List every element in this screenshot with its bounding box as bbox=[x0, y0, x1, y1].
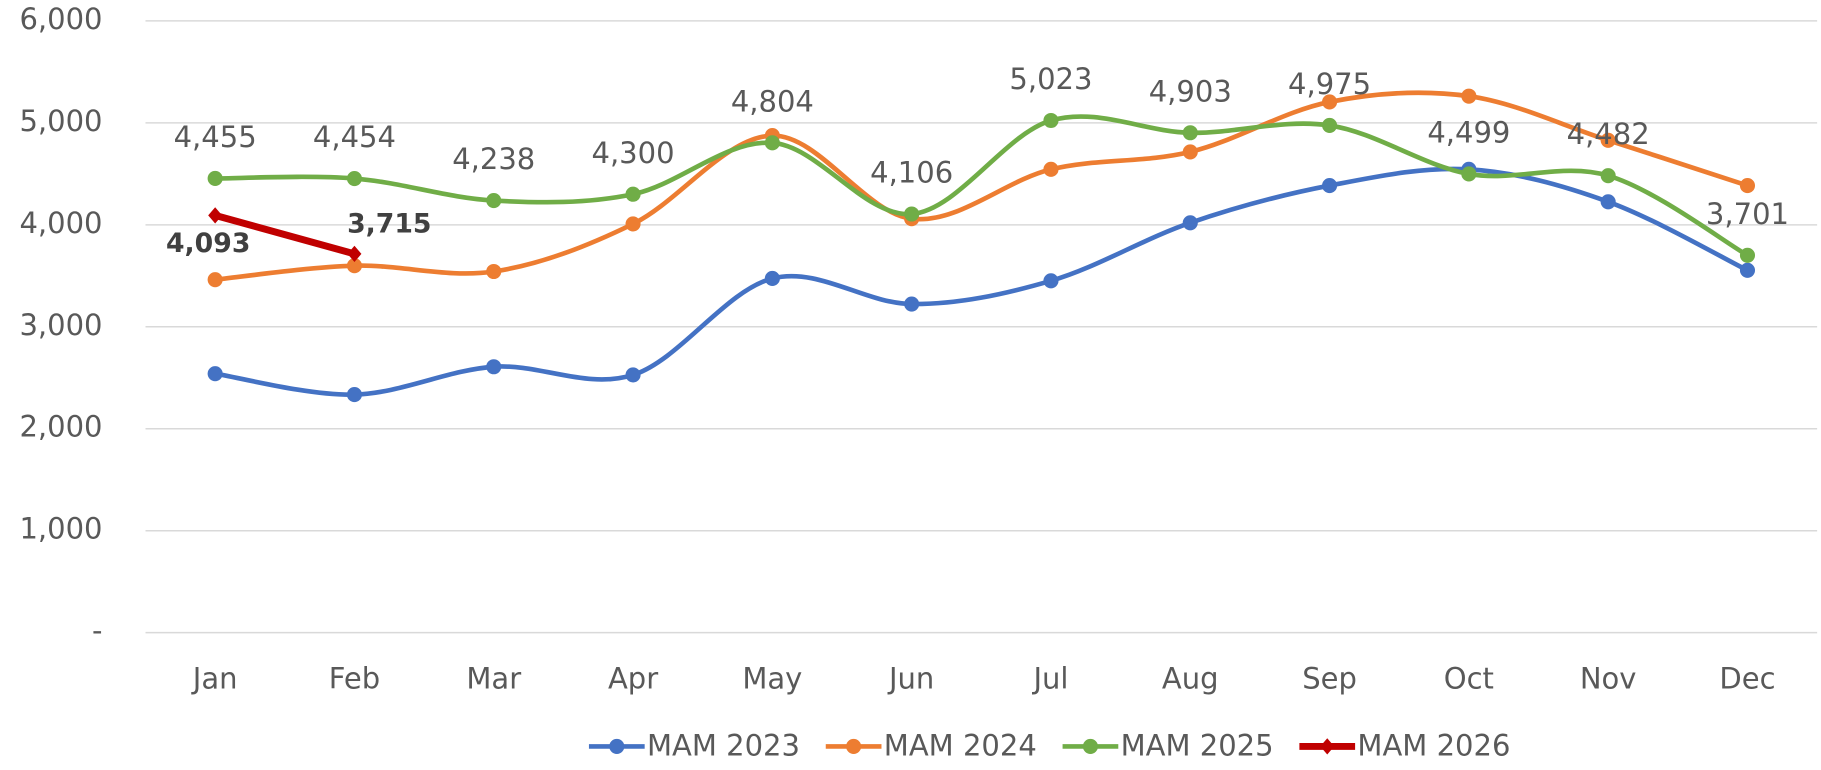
legend-item: MAM 2026 bbox=[1299, 729, 1510, 763]
legend-item: MAM 2024 bbox=[825, 729, 1037, 763]
marker bbox=[346, 170, 362, 187]
data-label: 4,300 bbox=[592, 136, 675, 170]
legend-label: MAM 2024 bbox=[884, 729, 1037, 763]
marker bbox=[846, 738, 862, 754]
marker bbox=[1600, 194, 1616, 210]
marker bbox=[764, 270, 780, 286]
legend-label: MAM 2023 bbox=[647, 729, 800, 763]
marker bbox=[1739, 178, 1756, 194]
marker bbox=[1182, 125, 1198, 141]
marker bbox=[1320, 738, 1335, 755]
legend-item: MAM 2025 bbox=[1062, 729, 1274, 763]
x-tick-label: Jan bbox=[191, 661, 238, 695]
data-label: 5,023 bbox=[1009, 62, 1092, 96]
x-tick-label: Aug bbox=[1162, 661, 1219, 695]
marker bbox=[1082, 738, 1098, 754]
data-label: 4,093 bbox=[166, 228, 250, 259]
marker bbox=[1043, 161, 1059, 177]
x-tick-label: Jul bbox=[1031, 661, 1068, 695]
marker bbox=[1322, 94, 1338, 110]
x-tick-label: Mar bbox=[466, 661, 521, 695]
series-line bbox=[211, 211, 358, 258]
y-tick-label: 1,000 bbox=[19, 512, 102, 546]
marker bbox=[904, 296, 920, 312]
x-tick-label: Feb bbox=[329, 661, 380, 695]
marker bbox=[625, 367, 641, 383]
marker bbox=[1600, 168, 1616, 184]
y-tick-label: 6,000 bbox=[19, 2, 102, 36]
marker bbox=[1322, 178, 1338, 194]
marker bbox=[625, 186, 641, 202]
marker bbox=[904, 206, 920, 222]
x-tick-label: Sep bbox=[1302, 661, 1357, 695]
marker bbox=[347, 245, 362, 263]
x-tick-label: Nov bbox=[1580, 661, 1637, 695]
data-label: 4,804 bbox=[731, 84, 814, 118]
marker bbox=[208, 207, 223, 224]
data-label: 4,975 bbox=[1288, 67, 1371, 101]
data-label: 4,499 bbox=[1427, 115, 1510, 149]
marker bbox=[1043, 273, 1059, 289]
y-tick-label: 5,000 bbox=[19, 104, 102, 138]
marker bbox=[486, 193, 502, 209]
marker bbox=[207, 366, 223, 382]
marker bbox=[609, 738, 625, 754]
marker bbox=[1182, 215, 1198, 231]
data-label: 3,701 bbox=[1706, 197, 1789, 231]
legend-label: MAM 2026 bbox=[1357, 729, 1510, 763]
marker bbox=[625, 216, 641, 232]
marker bbox=[1043, 112, 1059, 129]
marker bbox=[1461, 166, 1477, 182]
marker bbox=[486, 263, 502, 280]
marker bbox=[1739, 247, 1756, 263]
legend-item: MAM 2023 bbox=[588, 729, 800, 763]
data-label: 4,482 bbox=[1567, 117, 1650, 151]
x-tick-label: Jun bbox=[887, 661, 934, 695]
x-tick-label: Apr bbox=[608, 661, 658, 695]
marker bbox=[207, 272, 223, 288]
marker bbox=[207, 170, 223, 186]
y-tick-label: 2,000 bbox=[19, 410, 102, 444]
x-tick-label: Dec bbox=[1719, 661, 1775, 695]
data-label: 4,106 bbox=[870, 156, 953, 190]
x-tick-label: May bbox=[742, 661, 802, 695]
y-tick-label: - bbox=[92, 614, 102, 648]
data-label: 4,238 bbox=[452, 142, 535, 176]
marker bbox=[1182, 144, 1198, 160]
data-label: 4,903 bbox=[1149, 74, 1232, 108]
marker bbox=[764, 135, 780, 151]
marker bbox=[346, 387, 362, 403]
y-tick-label: 4,000 bbox=[19, 206, 102, 240]
data-label: 3,715 bbox=[347, 208, 431, 239]
x-tick-label: Oct bbox=[1444, 661, 1494, 695]
legend-label: MAM 2025 bbox=[1121, 729, 1274, 763]
series-line bbox=[212, 90, 1750, 282]
y-tick-label: 3,000 bbox=[19, 308, 102, 342]
marker bbox=[1739, 262, 1756, 278]
series-line bbox=[212, 114, 1750, 258]
data-label: 4,455 bbox=[174, 120, 257, 154]
marker bbox=[1322, 117, 1338, 133]
marker bbox=[1600, 132, 1616, 148]
marker bbox=[1461, 88, 1477, 104]
data-label: 4,454 bbox=[313, 120, 396, 154]
marker bbox=[346, 258, 362, 274]
marker bbox=[486, 359, 502, 375]
series-line bbox=[212, 166, 1750, 397]
